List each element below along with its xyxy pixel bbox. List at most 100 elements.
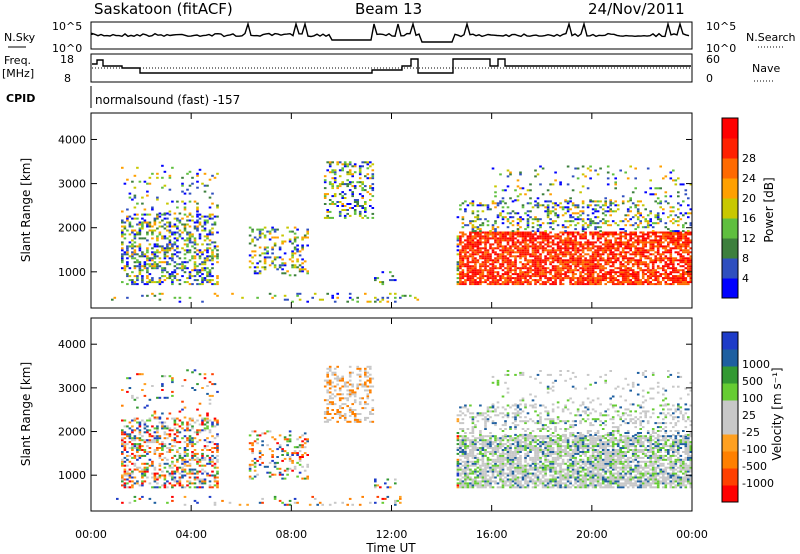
- velocity-cell: [186, 425, 189, 428]
- velocity-cell: [206, 412, 209, 415]
- power-cell: [136, 259, 139, 262]
- power-cell: [146, 275, 149, 278]
- power-cell: [559, 239, 562, 242]
- power-cell: [601, 273, 605, 276]
- power-cell: [589, 249, 592, 252]
- power-cell: [121, 241, 124, 244]
- power-cell: [188, 219, 192, 222]
- power-cell: [584, 263, 587, 266]
- velocity-cell: [346, 393, 349, 396]
- velocity-cell: [168, 429, 172, 432]
- power-cell: [549, 257, 552, 260]
- velocity-cell: [346, 397, 349, 400]
- power-cell: [609, 241, 612, 244]
- velocity-cell: [481, 443, 485, 446]
- velocity-cell: [464, 464, 467, 467]
- power-cell: [273, 244, 277, 247]
- power-cell: [151, 281, 154, 284]
- power-cell: [546, 241, 550, 244]
- power-cell: [121, 231, 124, 234]
- power-cell: [539, 204, 542, 207]
- power-cell: [649, 271, 652, 274]
- power-cell: [586, 245, 590, 248]
- power-cell: [201, 182, 204, 185]
- power-cell: [479, 283, 482, 286]
- colorbar-swatch: [722, 138, 738, 159]
- power-cell: [193, 257, 197, 260]
- velocity-cell: [163, 476, 167, 479]
- power-cell: [639, 220, 642, 223]
- power-cell: [273, 228, 277, 231]
- power-cell: [128, 196, 132, 199]
- power-cell: [624, 275, 627, 278]
- velocity-cell: [183, 460, 187, 463]
- velocity-cell: [128, 421, 132, 424]
- velocity-cell: [131, 396, 134, 399]
- velocity-cell: [131, 486, 134, 489]
- velocity-cell: [376, 484, 380, 487]
- power-cell: [183, 206, 187, 209]
- velocity-cell: [213, 417, 217, 420]
- power-cell: [679, 245, 683, 248]
- velocity-cell: [281, 454, 284, 456]
- power-cell: [251, 250, 254, 253]
- velocity-cell: [213, 466, 217, 469]
- velocity-cell: [343, 418, 347, 421]
- power-cell: [601, 233, 605, 236]
- power-cell: [604, 233, 607, 236]
- power-cell: [631, 245, 635, 248]
- power-cell: [464, 245, 467, 248]
- power-cell: [258, 234, 262, 237]
- power-cell: [456, 249, 460, 252]
- power-cell: [539, 259, 542, 262]
- velocity-cell: [213, 443, 217, 446]
- power-cell: [626, 261, 630, 264]
- velocity-cell: [353, 401, 357, 404]
- power-cell: [576, 241, 580, 244]
- power-cell: [679, 243, 683, 246]
- power-cell: [504, 271, 507, 274]
- power-cell: [474, 233, 477, 236]
- power-cell: [601, 253, 605, 256]
- velocity-cell: [351, 389, 354, 392]
- velocity-cell: [153, 410, 157, 413]
- power-cell: [389, 271, 392, 274]
- velocity-cell: [296, 501, 299, 504]
- power-cell: [131, 243, 134, 246]
- power-cell: [574, 263, 577, 266]
- power-cell: [634, 271, 637, 274]
- colorbar-swatch: [722, 218, 738, 239]
- power-cell: [609, 224, 612, 227]
- velocity-cell: [131, 462, 134, 465]
- power-cell: [306, 228, 309, 231]
- velocity-cell: [338, 411, 342, 413]
- power-cell: [541, 247, 545, 250]
- power-cell: [133, 249, 137, 252]
- power-cell: [521, 273, 525, 276]
- velocity-cell: [138, 449, 142, 451]
- power-cell: [196, 221, 199, 224]
- power-cell: [659, 165, 662, 168]
- velocity-cell: [178, 441, 182, 444]
- power-cell: [258, 228, 262, 231]
- velocity-cell: [471, 443, 475, 446]
- power-cell: [574, 239, 577, 242]
- power-cell: [464, 210, 467, 213]
- power-cell: [672, 243, 675, 246]
- power-cell: [471, 212, 475, 215]
- power-cell: [606, 235, 610, 238]
- power-cell: [687, 233, 690, 236]
- freq-panel: Freq. [MHz] 18 8 60 0 Nave: [2, 53, 780, 85]
- power-cell: [151, 172, 154, 175]
- power-cell: [546, 212, 550, 215]
- power-cell: [168, 231, 172, 234]
- power-cell: [566, 251, 570, 254]
- power-cell: [158, 281, 162, 284]
- power-cell: [211, 255, 214, 258]
- velocity-cell: [131, 429, 134, 432]
- power-cell: [296, 248, 299, 251]
- velocity-cell: [201, 419, 204, 422]
- power-cell: [634, 279, 637, 282]
- power-cell: [491, 224, 495, 227]
- velocity-cell: [464, 454, 467, 457]
